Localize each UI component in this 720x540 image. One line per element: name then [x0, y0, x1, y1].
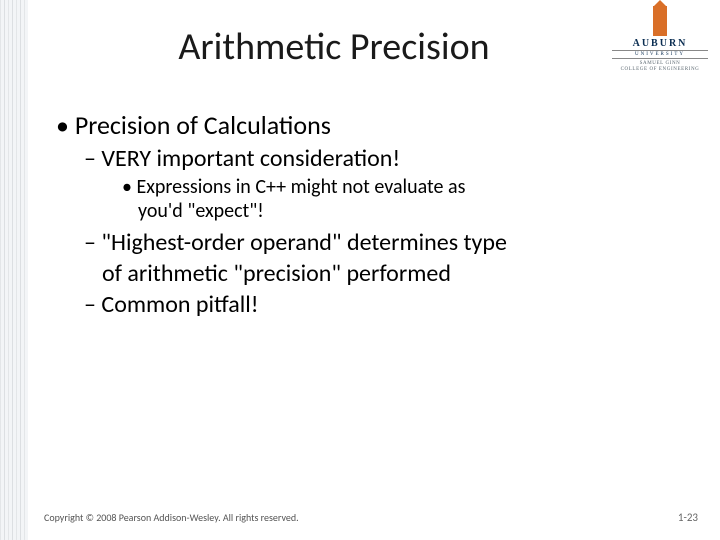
bullet-level2: Common pitfall! [56, 290, 692, 319]
auburn-logo: AUBURN UNIVERSITY SAMUEL GINN COLLEGE OF… [612, 6, 708, 72]
slide-content: Precision of Calculations VERY important… [56, 110, 692, 320]
bullet-level1: Precision of Calculations [56, 110, 692, 142]
bullet-text: Expressions in C++ might not evaluate as [136, 175, 465, 199]
logo-word: AUBURN [612, 38, 708, 49]
bullet-text: Common pitfall! [101, 290, 258, 319]
page-number: 1-23 [678, 511, 698, 524]
bullet-level2: VERY important consideration! [56, 144, 692, 173]
bullet-level3: Expressions in C++ might not evaluate as [56, 175, 576, 199]
logo-tower-icon [653, 6, 667, 36]
bullet-text: Precision of Calculations [75, 109, 331, 141]
decorative-left-rail [0, 0, 28, 540]
bullet-level2: – "Highest-order operand" determines typ… [56, 228, 692, 257]
logo-subtext-college: COLLEGE OF ENGINEERING [612, 67, 708, 73]
copyright-footer: Copyright © 2008 Pearson Addison-Wesley.… [44, 511, 299, 524]
logo-subtext-university: UNIVERSITY [612, 50, 708, 59]
bullet-level3-continuation: you'd "expect"! [56, 199, 692, 223]
slide-body: AUBURN UNIVERSITY SAMUEL GINN COLLEGE OF… [28, 0, 720, 540]
bullet-level2-continuation: of arithmetic "precision" performed [56, 259, 692, 288]
bullet-text: VERY important consideration! [101, 144, 400, 173]
slide-title: Arithmetic Precision [56, 24, 692, 70]
